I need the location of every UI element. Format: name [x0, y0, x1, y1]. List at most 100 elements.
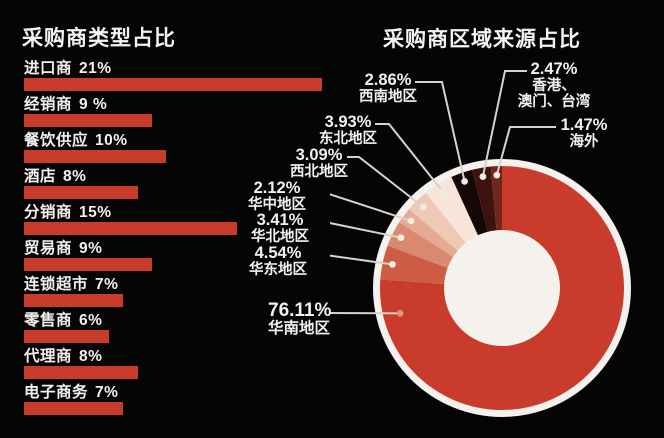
pie-label-pct: 4.54% [254, 244, 302, 262]
bar [24, 113, 152, 127]
bar [24, 149, 166, 163]
bar-label: 电子商务 7% [24, 384, 326, 401]
pie-label-east-china: 4.54% 华东地区 [249, 244, 307, 279]
bar-value: 9% [79, 240, 103, 257]
leader-line [330, 193, 412, 222]
bar-value: 8% [79, 348, 103, 365]
bar-value: 9 % [79, 96, 108, 113]
pie-label-hk-macau-taiwan: 2.47% 香港、 澳门、台湾 [517, 60, 591, 111]
bar-row: 代理商 8% [24, 349, 326, 385]
bar-row: 酒店 8% [24, 169, 326, 205]
leader-dot [397, 234, 405, 242]
pie-label-name: 华中地区 [248, 197, 306, 213]
pie-label-name: 海外 [569, 134, 599, 150]
bar-category: 零售商 [24, 312, 73, 329]
bar-row: 贸易商 9% [24, 241, 326, 277]
pie-label-name: 西北地区 [290, 164, 348, 180]
bar-category: 连锁超市 [24, 276, 89, 293]
bar-label: 贸易商 9% [24, 240, 326, 257]
bar-category: 分销商 [24, 204, 73, 221]
bar-value: 21% [79, 60, 112, 77]
leader-dot [396, 310, 404, 317]
leader-line [375, 123, 444, 193]
bar-label: 代理商 8% [24, 348, 326, 365]
bar-row: 零售商 6% [24, 313, 326, 349]
leader-dot [407, 217, 415, 225]
bar-value: 15% [79, 204, 112, 221]
pie-label-pct: 3.93% [324, 113, 372, 131]
bar-value: 7% [95, 384, 119, 401]
bar-category: 酒店 [24, 168, 57, 185]
bar-category: 进口商 [24, 60, 73, 77]
pie-label-name: 西南地区 [359, 89, 417, 105]
pie-label-name: 香港、 [532, 78, 576, 94]
bar-category: 经销商 [24, 96, 73, 113]
bar-category: 贸易商 [24, 240, 73, 257]
pie-label-name: 东北地区 [319, 131, 377, 147]
bar-chart-title: 采购商类型占比 [22, 27, 176, 50]
leader-dot [461, 178, 468, 185]
leader-line [415, 81, 466, 182]
donut-chart [330, 0, 664, 438]
bar-label: 进口商 21% [24, 60, 326, 77]
leader-dot [479, 173, 487, 181]
bar-category: 代理商 [24, 348, 73, 365]
leader-dot [419, 203, 427, 211]
bar-label: 餐饮供应 10% [24, 132, 326, 149]
pie-label-name: 澳门、台湾 [517, 94, 591, 110]
bar [24, 257, 152, 271]
pie-chart-title: 采购商区域来源占比 [383, 28, 581, 51]
leader-dot [389, 261, 396, 268]
leader-line [330, 254, 393, 266]
bar-label: 分销商 15% [24, 204, 326, 221]
leader-dot [439, 188, 447, 196]
bar-row: 电子商务 7% [24, 385, 326, 421]
bar-value: 6% [79, 312, 103, 329]
pie-label-name: 华北地区 [251, 229, 309, 245]
leader-line [330, 222, 402, 239]
bar-category: 餐饮供应 [24, 132, 89, 149]
pie-label-northeast: 3.93% 东北地区 [319, 113, 377, 148]
bar-row: 餐饮供应 10% [24, 133, 326, 169]
pie-label-southwest: 2.86% 西南地区 [359, 71, 417, 106]
pie-label-pct: 2.86% [364, 71, 412, 89]
pie-label-northwest: 3.09% 西北地区 [290, 146, 348, 181]
leader-line [481, 70, 527, 177]
bar [24, 365, 138, 379]
pie-label-name: 华东地区 [249, 262, 307, 278]
leader-line [495, 126, 556, 176]
bar [24, 401, 124, 415]
pie-label-pct: 2.47% [530, 60, 578, 78]
bar-value: 10% [95, 132, 128, 149]
pie-label-central-china: 2.12% 华中地区 [248, 179, 306, 214]
leader-line [347, 156, 424, 208]
pie-label-pct: 3.41% [256, 211, 304, 229]
pie-label-pct: 2.12% [253, 179, 301, 197]
bar [24, 329, 110, 343]
pie-label-pct: 76.11% [268, 300, 332, 321]
pie-label-north-china: 3.41% 华北地区 [251, 211, 309, 246]
bar [24, 185, 138, 199]
pie-label-overseas: 1.47% 海外 [560, 116, 608, 151]
bar [24, 293, 124, 307]
donut-svg [330, 70, 631, 417]
bar-label: 零售商 6% [24, 312, 326, 329]
bar-row: 经销商 9 % [24, 97, 326, 133]
bar-label: 经销商 9 % [24, 96, 326, 113]
pie-label-pct: 1.47% [560, 116, 608, 134]
leader-dot [493, 171, 501, 179]
pie-label-name: 华南地区 [268, 320, 331, 337]
pie-label-pct: 3.09% [295, 146, 343, 164]
bar [24, 77, 323, 91]
bar-value: 7% [95, 276, 119, 293]
bar-row: 分销商 15% [24, 205, 326, 241]
bar-label: 酒店 8% [24, 168, 326, 185]
bar-chart: 进口商 21% 经销商 9 % 餐饮供应 10% 酒店 8% 分销商 15% 贸易商 9% … [24, 61, 326, 421]
bar [24, 221, 237, 235]
bar-row: 进口商 21% [24, 61, 326, 97]
bar-label: 连锁超市 7% [24, 276, 326, 293]
bar-row: 连锁超市 7% [24, 277, 326, 313]
pie-label-south-china: 76.11% 华南地区 [268, 301, 331, 337]
donut-hole [444, 230, 560, 346]
